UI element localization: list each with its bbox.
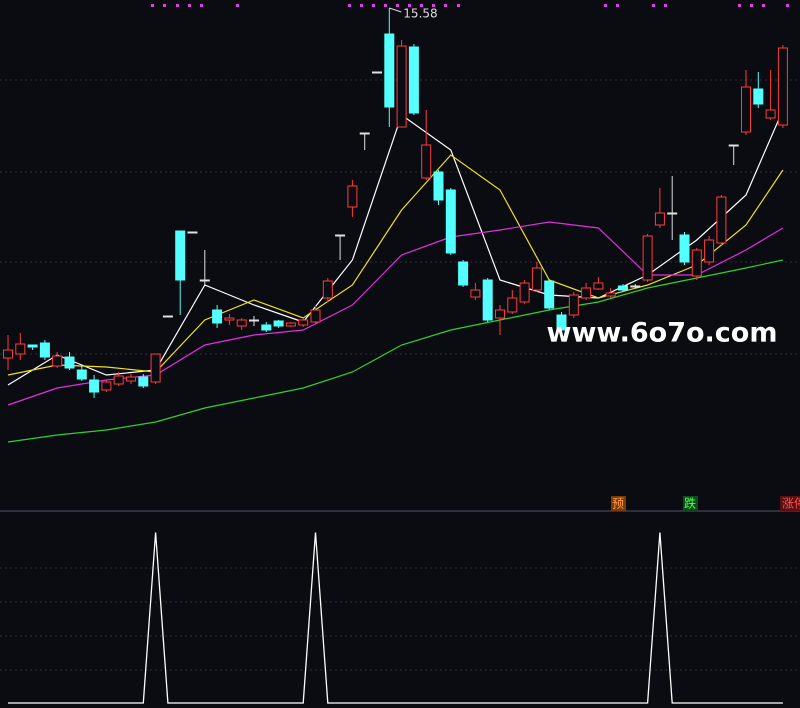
signal-label: 涨停 bbox=[782, 496, 800, 511]
candle-body bbox=[113, 375, 124, 385]
candle-body bbox=[3, 349, 13, 359]
candle-body bbox=[101, 381, 112, 391]
candle-body bbox=[654, 212, 665, 226]
candle-body bbox=[298, 319, 309, 326]
candle-body bbox=[593, 282, 604, 290]
candle-body bbox=[27, 344, 38, 348]
candle-body bbox=[249, 319, 259, 322]
annotation-arrow bbox=[389, 7, 402, 13]
candle-body bbox=[408, 46, 419, 114]
candle-body bbox=[236, 319, 247, 327]
top-markers bbox=[151, 4, 789, 7]
candle-body bbox=[384, 33, 395, 108]
candle-body bbox=[741, 86, 751, 133]
candle-body bbox=[224, 317, 235, 321]
candle-body bbox=[470, 289, 481, 298]
candle-body bbox=[704, 239, 715, 263]
candle-body bbox=[76, 369, 87, 380]
candle-body bbox=[261, 324, 272, 331]
candle-body bbox=[777, 47, 788, 126]
indicator-line bbox=[8, 532, 783, 704]
candle-body bbox=[187, 231, 198, 234]
candle-body bbox=[753, 88, 764, 105]
candle-body bbox=[458, 261, 469, 286]
candle-body bbox=[519, 282, 530, 303]
candle-body bbox=[642, 235, 653, 281]
candle-body bbox=[359, 132, 370, 135]
candle-body bbox=[728, 144, 739, 147]
candle-body bbox=[544, 280, 555, 309]
signal-label: 跌 bbox=[684, 496, 696, 511]
candle-body bbox=[495, 309, 505, 319]
candle-body bbox=[372, 71, 382, 74]
candle-body bbox=[126, 376, 136, 382]
candle-body bbox=[285, 322, 296, 327]
candle-body bbox=[581, 287, 592, 299]
candle-body bbox=[396, 45, 407, 128]
candle-body bbox=[618, 285, 628, 291]
candle-body bbox=[138, 376, 149, 387]
candle-body bbox=[531, 267, 542, 291]
candle-body bbox=[433, 171, 444, 201]
candle-body bbox=[605, 292, 616, 297]
ma-line bbox=[7, 154, 784, 376]
candle-body bbox=[162, 315, 173, 318]
candle-body bbox=[630, 285, 641, 288]
candle-body bbox=[322, 280, 333, 299]
candle-body bbox=[150, 353, 161, 383]
candle-body bbox=[64, 356, 75, 369]
candle-body bbox=[89, 379, 100, 393]
candle-body bbox=[175, 230, 186, 281]
candle-body bbox=[445, 189, 456, 254]
candle-body bbox=[507, 297, 518, 313]
candle-body bbox=[716, 196, 727, 244]
candle-body bbox=[199, 279, 210, 282]
candle-body bbox=[39, 342, 50, 358]
candle-body bbox=[310, 309, 321, 323]
max-annotation: 15.58 bbox=[403, 7, 437, 21]
candle-body bbox=[52, 355, 63, 367]
ma-line bbox=[7, 259, 784, 443]
candle-body bbox=[765, 109, 776, 119]
candle-body bbox=[335, 234, 346, 237]
candle-body bbox=[421, 144, 432, 179]
watermark: www.6o7o.com bbox=[547, 318, 778, 349]
candle-body bbox=[273, 320, 284, 327]
signal-label: 预 bbox=[612, 497, 624, 511]
candle-body bbox=[568, 294, 579, 316]
candle-body bbox=[15, 343, 26, 355]
candle-body bbox=[482, 279, 493, 321]
candle-body bbox=[556, 314, 567, 331]
signals: 预 跌 涨停 bbox=[611, 496, 800, 511]
candle-body bbox=[212, 309, 223, 324]
candle-body bbox=[347, 185, 358, 208]
candle-body bbox=[679, 234, 690, 263]
candle-body bbox=[667, 212, 678, 215]
candle-body bbox=[691, 249, 702, 277]
